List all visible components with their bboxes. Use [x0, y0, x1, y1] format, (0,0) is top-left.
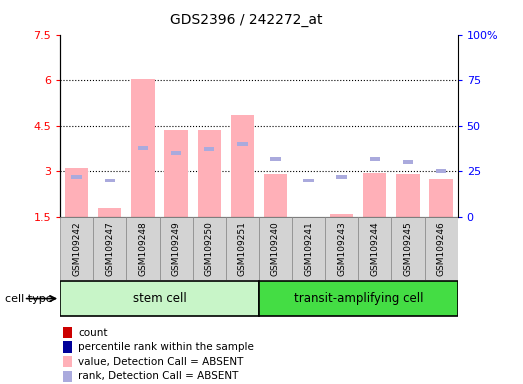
Bar [403, 160, 413, 164]
Bar [237, 142, 247, 146]
Bar [204, 147, 214, 151]
Bar [303, 179, 314, 182]
FancyBboxPatch shape [127, 217, 160, 280]
Text: GSM109243: GSM109243 [337, 221, 346, 276]
FancyBboxPatch shape [226, 217, 259, 280]
Bar [171, 151, 181, 155]
FancyBboxPatch shape [93, 217, 127, 280]
Text: GSM109241: GSM109241 [304, 221, 313, 276]
Text: value, Detection Call = ABSENT: value, Detection Call = ABSENT [78, 357, 244, 367]
Bar [396, 174, 419, 217]
Bar [98, 208, 121, 217]
Text: percentile rank within the sample: percentile rank within the sample [78, 342, 254, 352]
Bar [429, 179, 453, 217]
FancyBboxPatch shape [60, 281, 259, 316]
Text: rank, Detection Call = ABSENT: rank, Detection Call = ABSENT [78, 371, 239, 381]
Bar [65, 168, 88, 217]
Bar [72, 175, 82, 179]
FancyBboxPatch shape [325, 217, 358, 280]
FancyBboxPatch shape [160, 217, 192, 280]
FancyBboxPatch shape [259, 281, 458, 316]
Bar [264, 174, 287, 217]
FancyBboxPatch shape [192, 217, 226, 280]
Bar [436, 169, 446, 173]
Bar [164, 130, 188, 217]
Bar [105, 179, 115, 182]
Text: GSM109248: GSM109248 [139, 221, 147, 276]
Text: count: count [78, 328, 108, 338]
Text: GSM109250: GSM109250 [204, 221, 214, 276]
Text: GSM109249: GSM109249 [172, 221, 180, 276]
Bar [330, 214, 354, 217]
Bar [363, 173, 386, 217]
Text: GSM109245: GSM109245 [403, 221, 413, 276]
FancyBboxPatch shape [425, 217, 458, 280]
FancyBboxPatch shape [259, 217, 292, 280]
Bar [231, 115, 254, 217]
Text: GSM109247: GSM109247 [105, 221, 115, 276]
Text: GSM109242: GSM109242 [72, 221, 81, 276]
FancyBboxPatch shape [358, 217, 391, 280]
Bar [138, 146, 148, 150]
Bar [270, 157, 281, 161]
Text: stem cell: stem cell [133, 292, 186, 305]
Bar [336, 175, 347, 179]
Text: GSM109246: GSM109246 [437, 221, 446, 276]
Bar [198, 130, 221, 217]
FancyBboxPatch shape [60, 217, 93, 280]
FancyBboxPatch shape [292, 217, 325, 280]
Text: GSM109251: GSM109251 [238, 221, 247, 276]
Text: cell type: cell type [5, 293, 53, 304]
Text: transit-amplifying cell: transit-amplifying cell [293, 292, 423, 305]
Bar [370, 157, 380, 161]
Text: GDS2396 / 242272_at: GDS2396 / 242272_at [169, 13, 322, 27]
Text: GSM109244: GSM109244 [370, 221, 379, 276]
Bar [131, 79, 155, 217]
Text: GSM109240: GSM109240 [271, 221, 280, 276]
FancyBboxPatch shape [391, 217, 425, 280]
